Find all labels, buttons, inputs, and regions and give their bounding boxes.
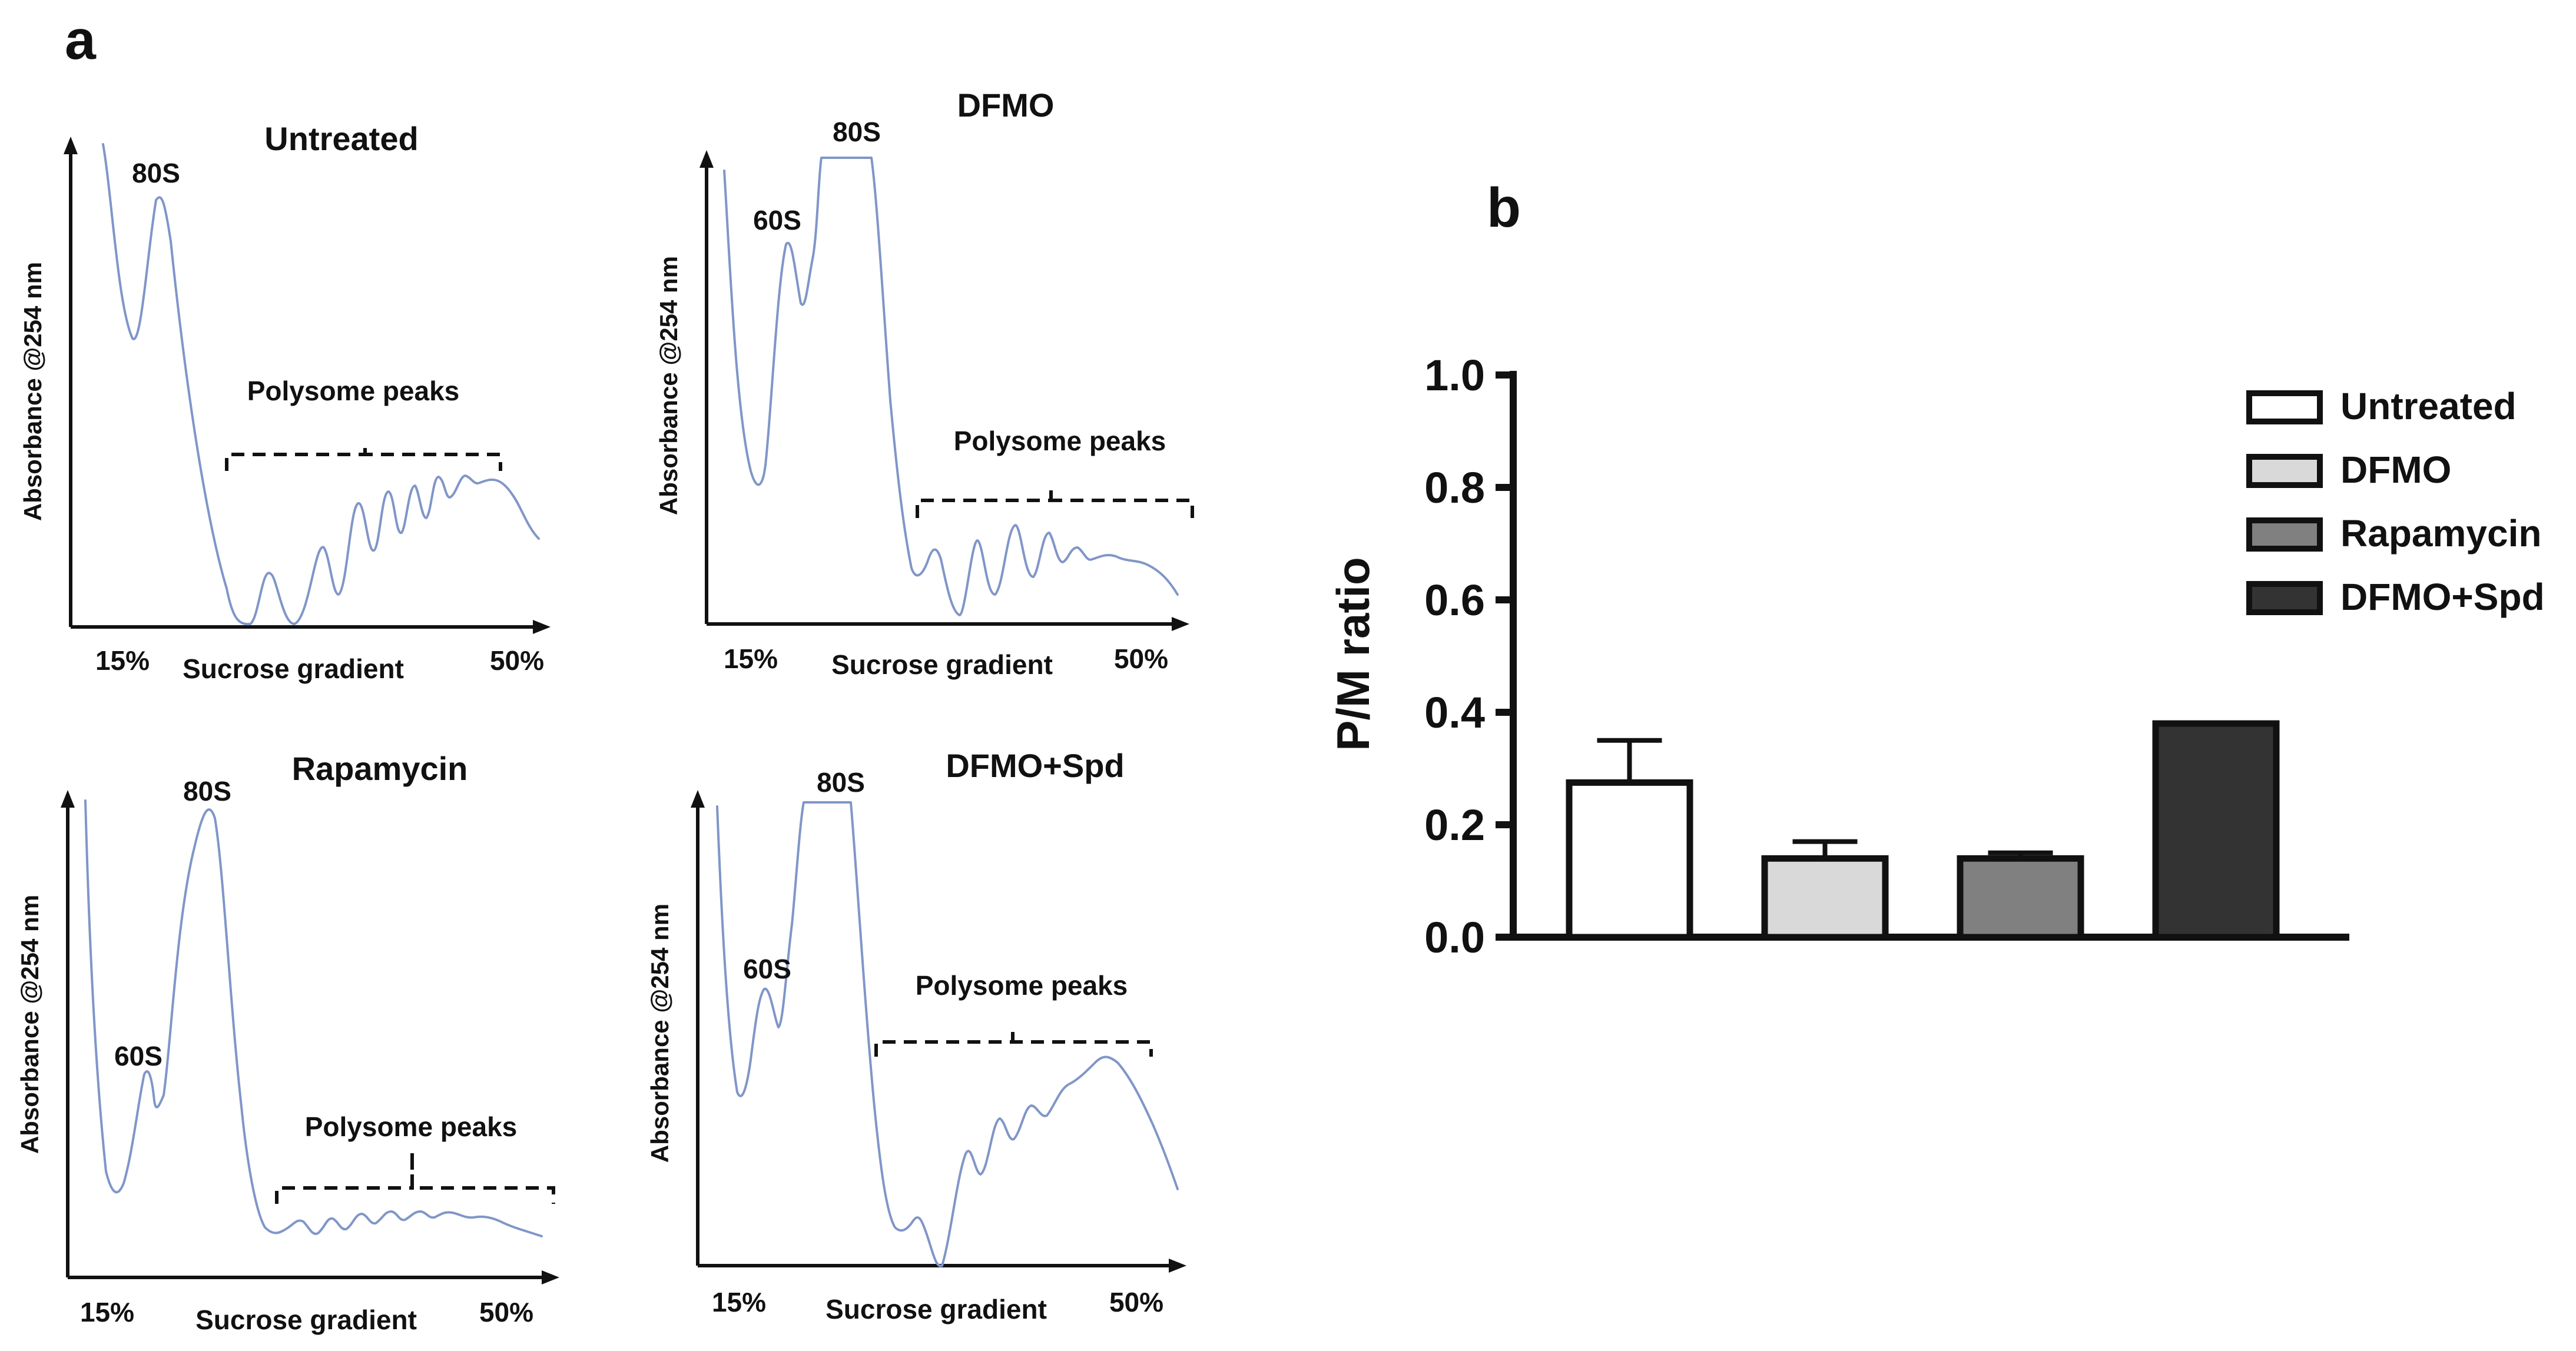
y-tick-label-1: 0.2 — [1424, 801, 1485, 849]
x-start-untreated: 15% — [95, 645, 150, 676]
x-arrow-untreated — [533, 620, 551, 634]
polysome-label-dfmo: Polysome peaks — [954, 426, 1166, 456]
absorbance-trace-rapamycin — [84, 799, 543, 1237]
y-arrow-rapamycin — [61, 790, 75, 808]
y-tick-label-2: 0.4 — [1424, 688, 1485, 737]
x-start-dfmo-spd: 15% — [712, 1287, 766, 1317]
x-start-rapamycin: 15% — [80, 1297, 134, 1327]
peak-80s-untreated: 80S — [132, 158, 180, 188]
polysome-label-untreated: Polysome peaks — [247, 376, 460, 406]
x-end-untreated: 50% — [490, 645, 544, 676]
bar-dfmo-spd — [2152, 720, 2280, 941]
absorbance-trace-untreated — [102, 143, 540, 626]
legend-label-2: Rapamycin — [2340, 512, 2541, 555]
panel-label-b: b — [1487, 177, 1521, 239]
polysome-bracket-dfmo-spd — [874, 1031, 1153, 1057]
bar-untreated — [1566, 779, 1693, 941]
bar-dfmo — [1761, 855, 1889, 941]
y-label-rapamycin: Absorbance @254 nm — [16, 895, 44, 1154]
peak-80s-dfmo: 80S — [833, 117, 881, 147]
title-untreated: Untreated — [264, 120, 418, 157]
absorbance-trace-dfmo-spd — [716, 801, 1179, 1267]
y-arrow-dfmo — [699, 150, 714, 168]
peak-60s-rapamycin: 60S — [114, 1041, 163, 1071]
y-axis-label: P/M ratio — [1327, 557, 1379, 751]
polysome-label-rapamycin: Polysome peaks — [305, 1111, 518, 1142]
profile-dfmo: 60S 80S DFMO Polysome peaks Absorbance @… — [655, 87, 1194, 680]
peak-60s-dfmo: 60S — [753, 205, 801, 235]
x-arrow-dfmo-spd — [1169, 1259, 1186, 1273]
peak-80s-rapamycin: 80S — [183, 776, 231, 806]
peak-60s-dfmo-spd: 60S — [743, 954, 791, 984]
y-tick-label-5: 1.0 — [1424, 351, 1485, 400]
y-label-untreated: Absorbance @254 nm — [19, 262, 47, 521]
y-tick-label-0: 0.0 — [1424, 913, 1485, 962]
x-label-untreated: Sucrose gradient — [183, 653, 404, 684]
legend-label-1: DFMO — [2340, 449, 2451, 491]
y-ticks: 0.0 0.2 0.4 0.6 0.8 1.0 — [1424, 351, 1513, 962]
polysome-label-dfmo-spd: Polysome peaks — [916, 970, 1128, 1001]
y-arrow-untreated — [64, 137, 78, 154]
y-label-dfmo: Absorbance @254 nm — [655, 256, 682, 515]
legend-swatch-1 — [2246, 454, 2323, 488]
x-start-dfmo: 15% — [724, 643, 778, 674]
panel-label-a: a — [65, 9, 97, 71]
title-dfmo-spd: DFMO+Spd — [946, 747, 1124, 784]
polysome-bracket-dfmo — [916, 490, 1194, 518]
x-end-dfmo-spd: 50% — [1109, 1287, 1163, 1317]
x-end-rapamycin: 50% — [479, 1297, 533, 1327]
legend-label-3: DFMO+Spd — [2340, 576, 2545, 618]
title-rapamycin: Rapamycin — [292, 750, 468, 787]
profile-rapamycin: 60S 80S Rapamycin Polysome peaks Absorba… — [16, 750, 559, 1335]
y-tick-label-3: 0.6 — [1424, 576, 1485, 625]
y-arrow-dfmo-spd — [691, 790, 705, 808]
legend-swatch-3 — [2246, 581, 2323, 615]
legend: Untreated DFMO Rapamycin DFMO+Spd — [2246, 385, 2545, 618]
x-label-rapamycin: Sucrose gradient — [195, 1304, 417, 1335]
x-arrow-dfmo — [1172, 617, 1189, 631]
profile-dfmo-spd: 60S 80S DFMO+Spd Polysome peaks Absorban… — [646, 747, 1186, 1325]
legend-swatch-0 — [2246, 390, 2323, 424]
legend-swatch-2 — [2246, 517, 2323, 552]
polysome-bracket-untreated — [225, 444, 502, 471]
peak-80s-dfmo-spd: 80S — [817, 767, 865, 798]
y-tick-label-4: 0.8 — [1424, 463, 1485, 512]
x-label-dfmo-spd: Sucrose gradient — [825, 1294, 1047, 1325]
x-arrow-rapamycin — [542, 1270, 559, 1284]
polysome-bracket-rapamycin — [275, 1151, 555, 1204]
x-end-dfmo: 50% — [1114, 643, 1168, 674]
absorbance-trace-dfmo — [723, 157, 1179, 616]
pm-ratio-bar-chart: 0.0 0.2 0.4 0.6 0.8 1.0 P/M ratio Untreated DF… — [1327, 351, 2545, 962]
bars — [1566, 720, 2280, 941]
bar-rapamycin — [1957, 855, 2084, 941]
profile-untreated: 80S Untreated Polysome peaks Absorbance … — [19, 120, 551, 684]
x-label-dfmo: Sucrose gradient — [831, 649, 1053, 680]
legend-label-0: Untreated — [2340, 385, 2517, 427]
title-dfmo: DFMO — [957, 87, 1055, 124]
y-label-dfmo-spd: Absorbance @254 nm — [646, 904, 674, 1163]
